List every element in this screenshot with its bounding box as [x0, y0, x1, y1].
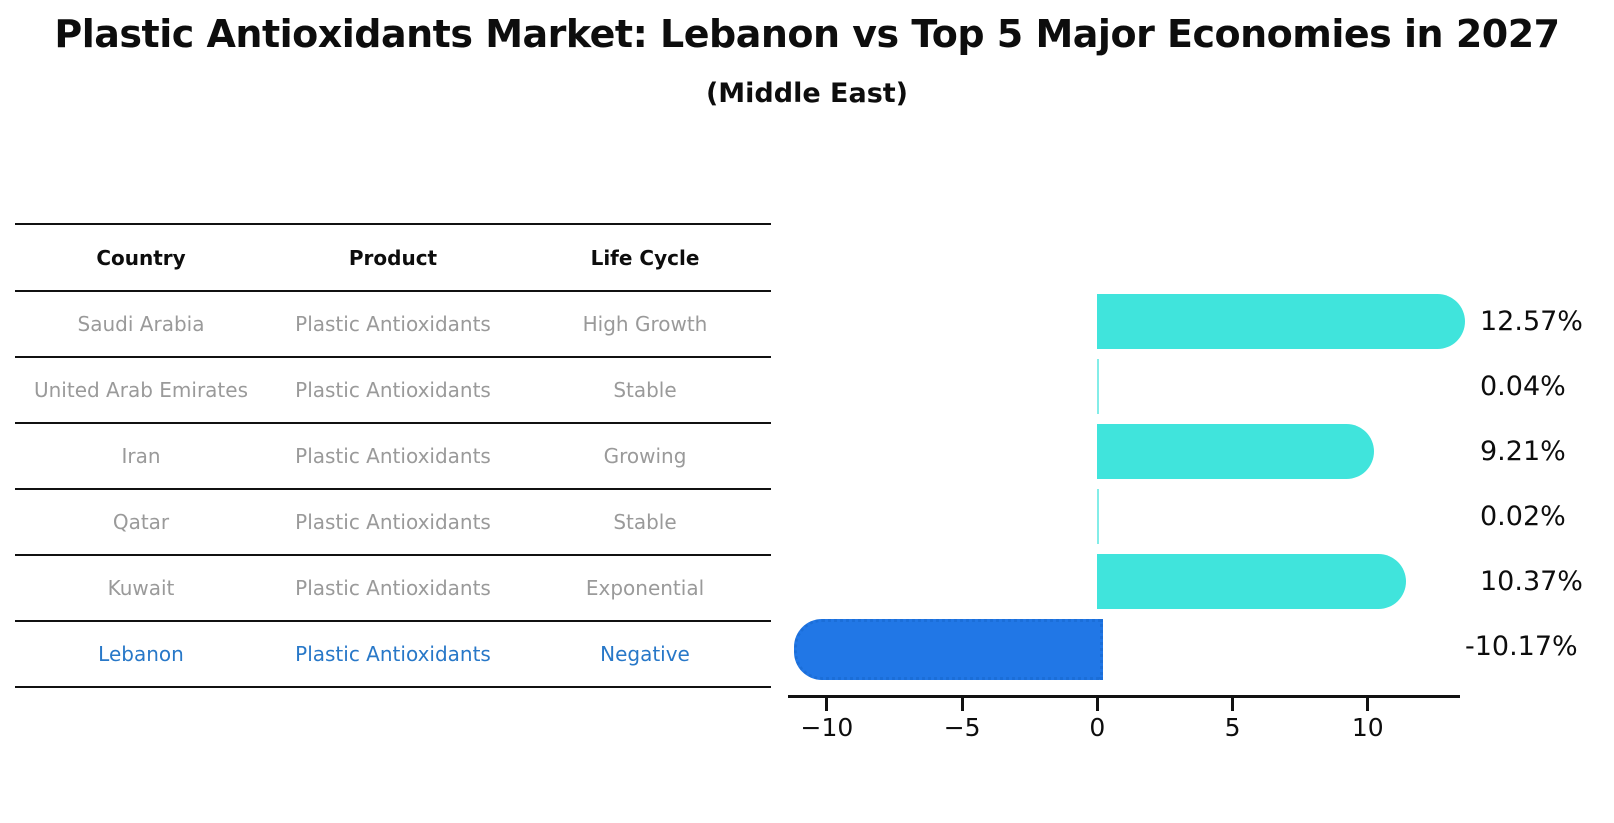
country-cell: Qatar [112, 510, 170, 534]
bar-row-iran: 9.21% [788, 419, 1566, 484]
country-cell: United Arab Emirates [33, 378, 248, 402]
product-cell: Plastic Antioxidants [295, 576, 491, 600]
country-cell: Iran [121, 444, 161, 468]
x-tick-label: −10 [800, 713, 854, 742]
table-row-united-arab-emirates: United Arab Emirates Plastic Antioxidants… [15, 358, 771, 424]
bar-row-united-arab-emirates: 0.04% [788, 354, 1566, 419]
bar-value-label: 12.57% [1480, 306, 1583, 337]
table-row-kuwait: Kuwait Plastic Antioxidants Exponential [15, 556, 771, 622]
table-header-cell: Product [348, 245, 438, 270]
bar-iran [1097, 424, 1375, 479]
table-row-qatar: Qatar Plastic Antioxidants Stable [15, 490, 771, 556]
table-header-cell: Country [96, 245, 186, 270]
bar-saudi-arabia [1097, 294, 1466, 349]
country-cell: Saudi Arabia [77, 312, 205, 336]
life-cycle-cell: Stable [613, 510, 677, 534]
bar-value-label: 0.02% [1480, 501, 1566, 532]
bar-value-label: -10.17% [1465, 631, 1578, 662]
country-table: Country Product Life Cycle Saudi Arabia Plas… [15, 223, 771, 688]
x-axis-line [788, 695, 1460, 698]
life-cycle-cell: Exponential [585, 576, 705, 600]
life-cycle-cell: Growing [603, 444, 687, 468]
x-tick-label: 10 [1351, 713, 1384, 742]
bar-chart: 12.57% 0.04% 9.21% 0.02% 10.37% -10.17% −10 −5 0… [788, 289, 1583, 759]
bar-qatar [1097, 489, 1100, 544]
product-cell: Plastic Antioxidants [295, 444, 491, 468]
bar-kuwait [1097, 554, 1406, 609]
table-header-row: Country Product Life Cycle [15, 225, 771, 292]
x-tick-mark [1231, 698, 1235, 711]
product-cell: Plastic Antioxidants [295, 312, 491, 336]
life-cycle-cell: High Growth [582, 312, 708, 336]
country-cell: Lebanon [98, 642, 184, 666]
country-cell: Kuwait [107, 576, 175, 600]
bar-value-label: 0.04% [1480, 371, 1566, 402]
product-cell: Plastic Antioxidants [295, 510, 491, 534]
bar-lebanon [794, 619, 1104, 680]
x-tick-mark [825, 698, 829, 711]
bar-value-label: 10.37% [1480, 566, 1583, 597]
x-tick-label: 0 [1089, 713, 1106, 742]
x-tick-mark [960, 698, 964, 711]
chart-title: Plastic Antioxidants Market: Lebanon vs … [54, 12, 1560, 56]
x-tick-mark [1366, 698, 1370, 711]
table-row-lebanon: Lebanon Plastic Antioxidants Negative [15, 622, 771, 688]
bar-row-kuwait: 10.37% [788, 549, 1583, 614]
table-header-cell: Life Cycle [590, 245, 700, 270]
product-cell: Plastic Antioxidants [295, 642, 491, 666]
bar-united-arab-emirates [1097, 359, 1100, 414]
x-tick-label: 5 [1224, 713, 1241, 742]
bar-row-qatar: 0.02% [788, 484, 1566, 549]
product-cell: Plastic Antioxidants [295, 378, 491, 402]
x-tick-label: −5 [943, 713, 981, 742]
table-row-iran: Iran Plastic Antioxidants Growing [15, 424, 771, 490]
chart-subtitle: (Middle East) [705, 78, 909, 109]
life-cycle-cell: Stable [613, 378, 677, 402]
bar-row-lebanon: -10.17% [788, 614, 1578, 680]
table-row-saudi-arabia: Saudi Arabia Plastic Antioxidants High Gro… [15, 292, 771, 358]
life-cycle-cell: Negative [600, 642, 690, 666]
bar-value-label: 9.21% [1480, 436, 1566, 467]
bar-row-saudi-arabia: 12.57% [788, 289, 1583, 354]
x-tick-mark [1095, 698, 1099, 711]
